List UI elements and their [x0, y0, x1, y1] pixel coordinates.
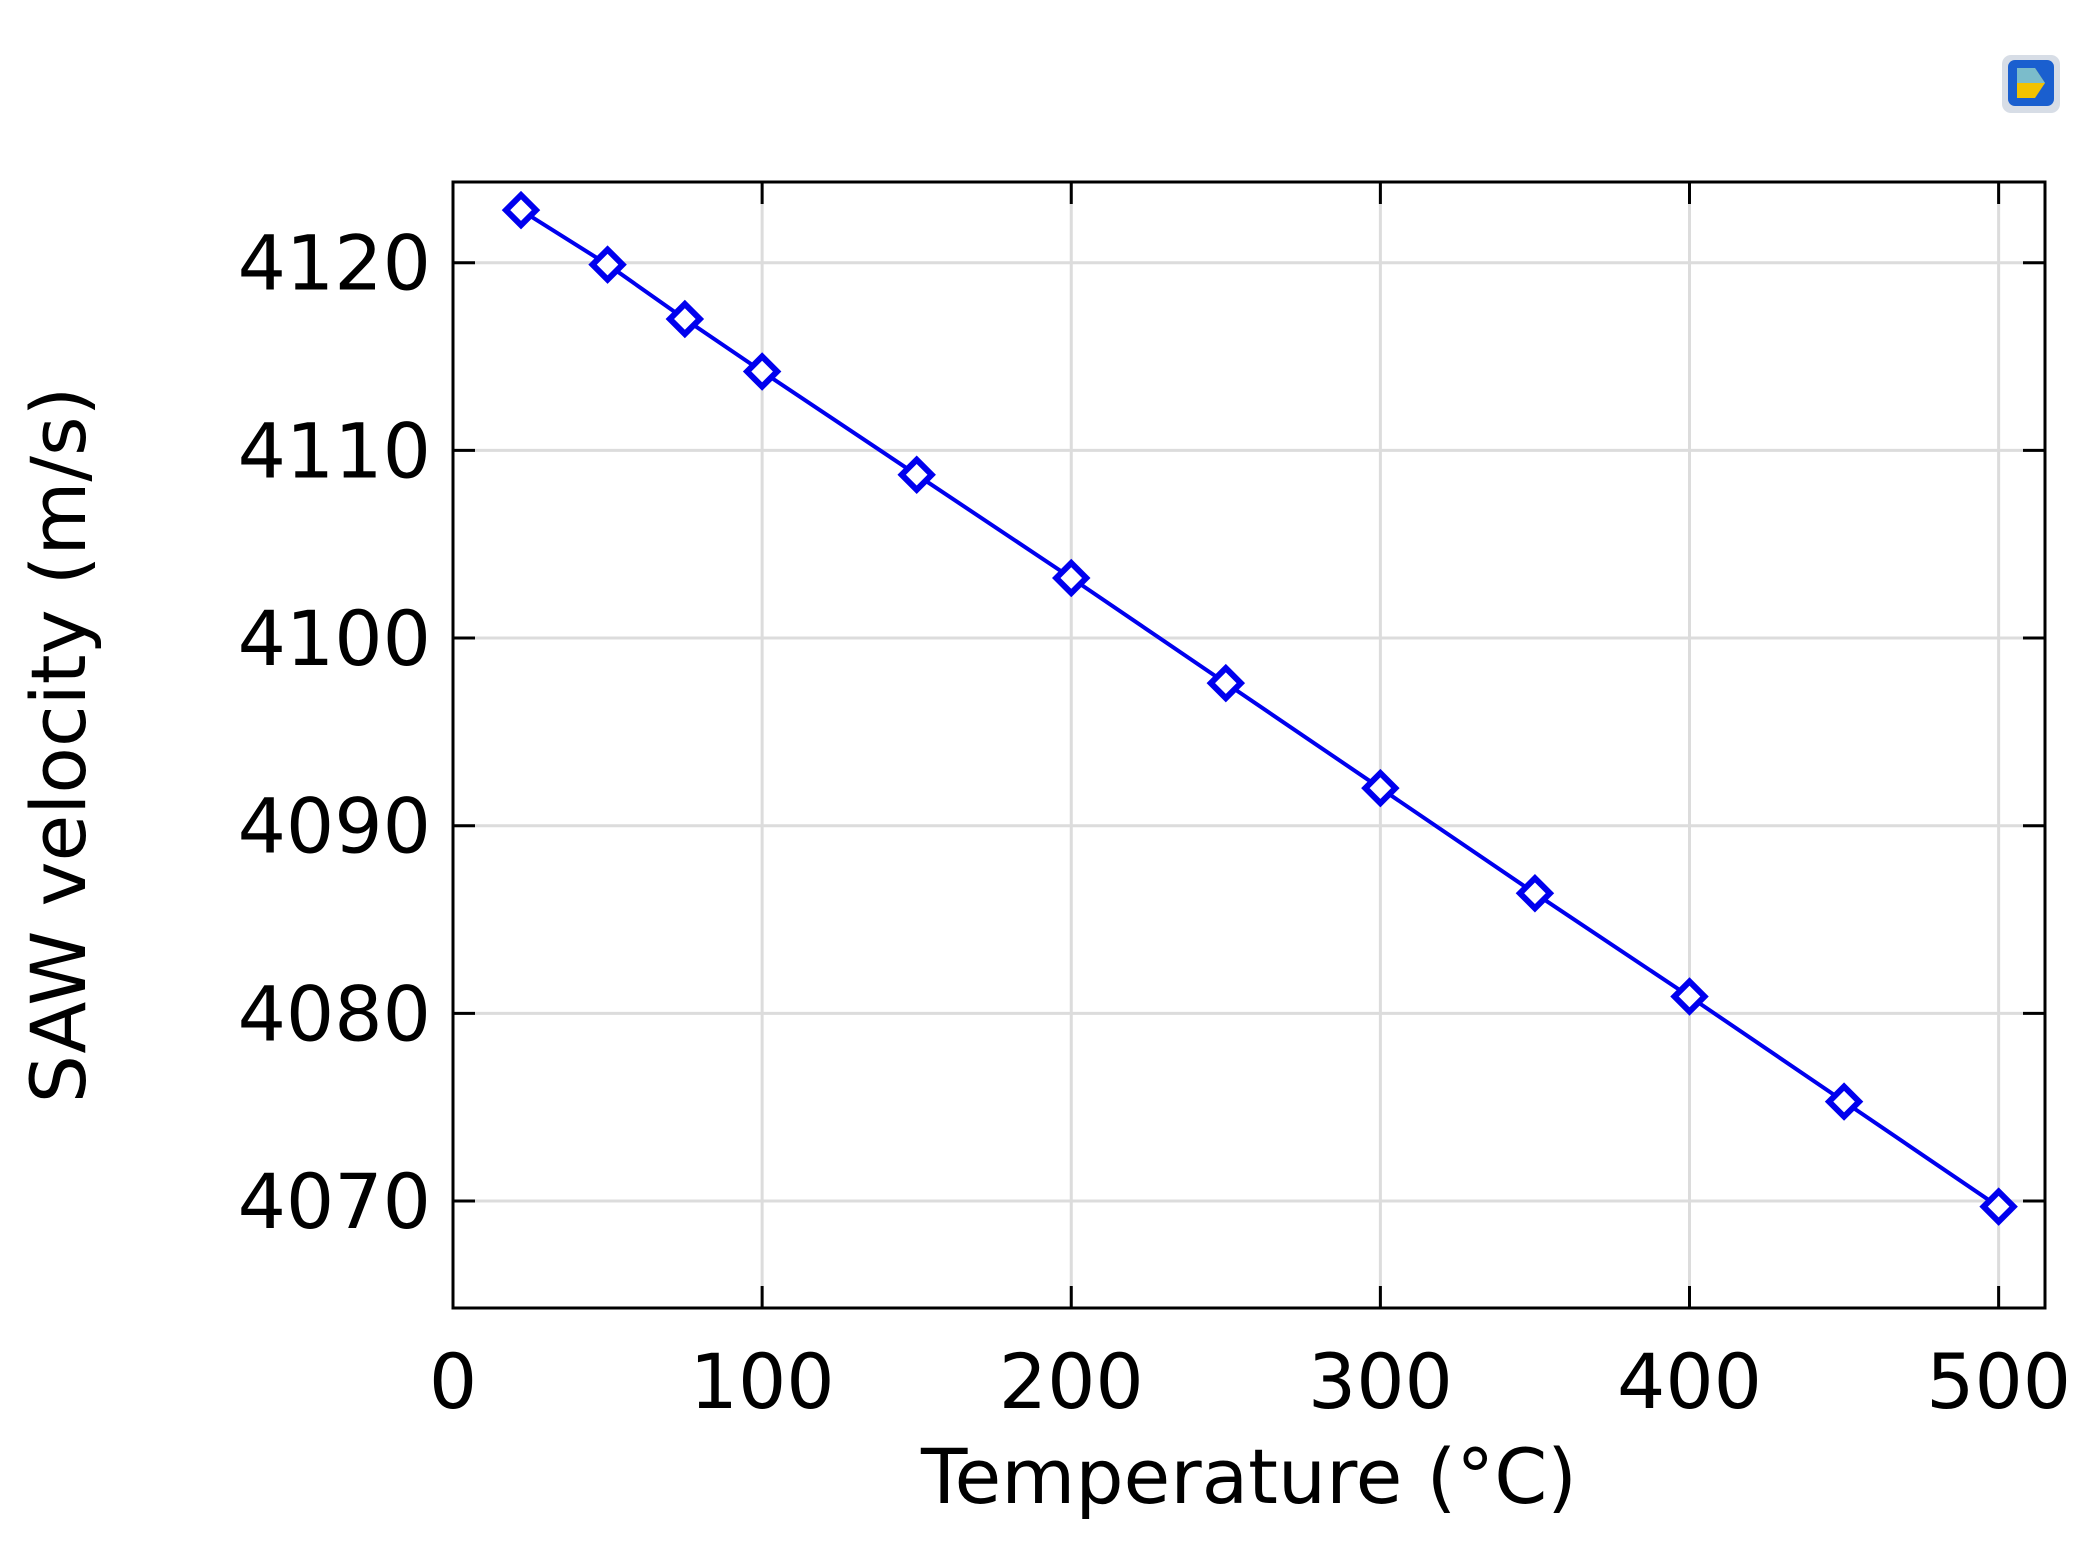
- grid-lines: [451, 182, 2045, 1308]
- x-tick-label: 100: [690, 1337, 835, 1426]
- data-point-marker: [1206, 663, 1246, 703]
- x-axis-title: Temperature (°C): [920, 1432, 1577, 1521]
- y-tick-label: 4120: [238, 219, 431, 308]
- x-tick-label: 200: [999, 1337, 1144, 1426]
- y-tick-labels: 4070 4080 4090 4100 4110 4120: [238, 219, 431, 1246]
- y-tick-label: 4080: [238, 969, 431, 1058]
- app-logo-icon: [2002, 55, 2060, 113]
- y-tick-label: 4090: [238, 782, 431, 871]
- y-tick-label: 4100: [238, 594, 431, 683]
- data-point-marker: [1979, 1187, 2018, 1226]
- series-line: [519, 208, 2000, 1209]
- data-point-marker: [742, 352, 782, 391]
- x-tick-label: 400: [1617, 1337, 1762, 1426]
- data-series: [501, 190, 2018, 1226]
- data-point-marker: [1670, 977, 1709, 1016]
- data-point-marker: [1361, 768, 1400, 808]
- plot-area-frame: [451, 180, 2047, 1310]
- data-point-marker: [665, 299, 705, 339]
- data-point-marker: [588, 245, 627, 284]
- y-axis-title: SAW velocity (m/s): [14, 387, 103, 1104]
- data-point-marker: [501, 190, 541, 230]
- y-tick-label: 4110: [238, 406, 431, 495]
- x-tick-label: 300: [1308, 1337, 1453, 1426]
- x-tick-label: 500: [1926, 1337, 2071, 1426]
- data-point-marker: [1052, 558, 1091, 598]
- tick-marks: [451, 182, 2045, 1308]
- x-tick-labels: 0 100 200 300 400 500: [429, 1337, 2071, 1426]
- y-tick-label: 4070: [238, 1157, 431, 1246]
- x-tick-label: 0: [429, 1337, 477, 1426]
- data-point-marker: [1824, 1082, 1864, 1121]
- data-point-marker: [897, 455, 936, 495]
- data-point-marker: [1515, 874, 1555, 913]
